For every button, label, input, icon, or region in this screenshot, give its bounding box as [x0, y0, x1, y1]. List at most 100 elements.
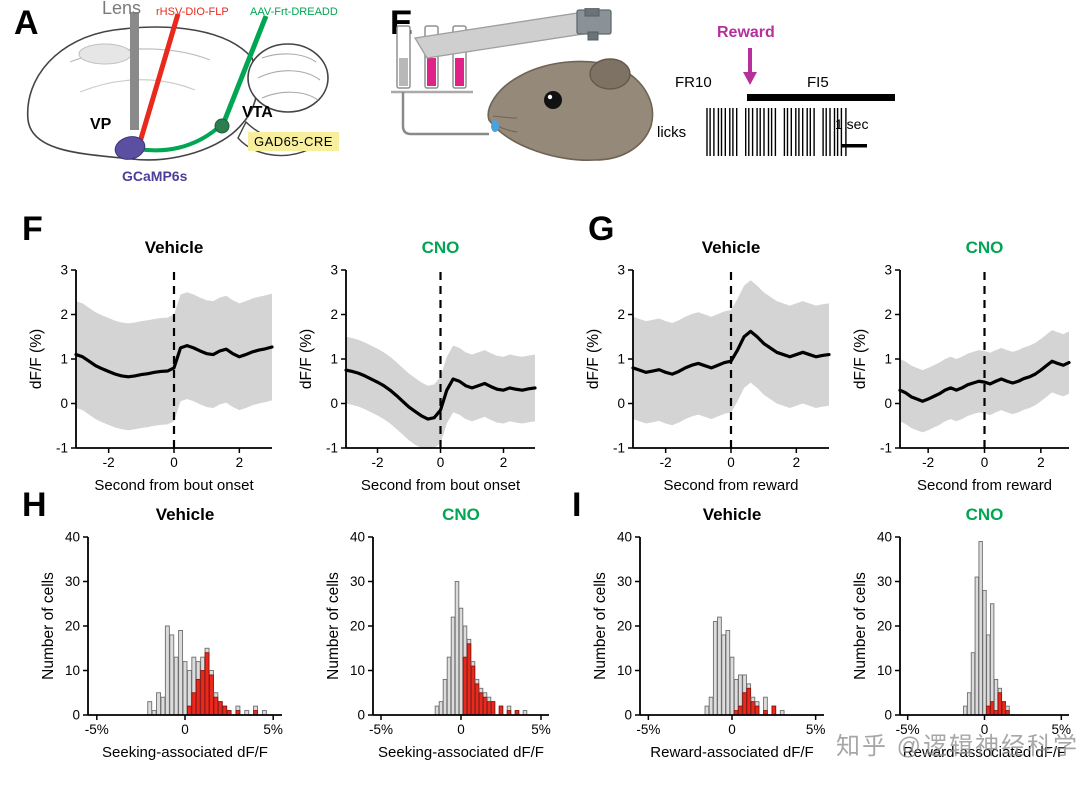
chart-cell-I-vehicle: Vehicle -5% 0 5% 0 10 20 30 40 Number of cells R…: [592, 505, 832, 761]
svg-text:1: 1: [330, 352, 338, 367]
fi5-epoch-bar: [747, 94, 895, 101]
chart-cell-H-vehicle: Vehicle -5% 0 5% 0 10 20 30 40 Number of cells S…: [40, 505, 290, 761]
hist-chart-H-vehicle: -5% 0 5% 0 10 20 30 40 Number of cells: [40, 530, 283, 738]
svg-text:Number of cells: Number of cells: [40, 572, 57, 680]
mouse-eye: [544, 91, 562, 109]
svg-text:-5%: -5%: [636, 722, 660, 737]
svg-text:0: 0: [981, 722, 989, 737]
fr10-label: FR10: [675, 74, 712, 91]
panel-A-schematic: Lens rHSV-DIO-FLP AAV-Frt-DREADD VP VTA …: [10, 0, 360, 202]
svg-text:-2: -2: [103, 455, 115, 470]
svg-text:40: 40: [65, 530, 80, 545]
scale-label: 1 sec: [835, 116, 869, 132]
svg-text:3: 3: [60, 263, 68, 278]
vta-site: [214, 118, 230, 134]
svg-text:2: 2: [330, 307, 338, 322]
lens-label: Lens: [102, 0, 142, 18]
chart-cell-G-cno: CNO -2 0 2 -1 0 1 2 3 dF/F (%) Second from rewar…: [852, 238, 1077, 494]
svg-text:dF/F (%): dF/F (%): [28, 329, 45, 389]
chart-cell-F-vehicle: Vehicle -2 0 2 -1 0 1 2 3 dF/F (%) Second from b…: [28, 238, 280, 494]
svg-text:-5%: -5%: [896, 722, 920, 737]
vta-label: VTA: [242, 104, 273, 121]
svg-text:40: 40: [877, 530, 892, 545]
green-virus-track: [221, 15, 269, 123]
vp-label: VP: [90, 116, 112, 133]
svg-text:30: 30: [65, 574, 80, 589]
chart-xlabel: Second from reward: [916, 477, 1053, 494]
svg-text:-2: -2: [371, 455, 383, 470]
svg-text:-5%: -5%: [369, 722, 393, 737]
grin-lens: [130, 12, 139, 130]
svg-text:0: 0: [457, 722, 465, 737]
chart-cell-H-cno: CNO -5% 0 5% 0 10 20 30 40 Number of cells Seeki…: [325, 505, 557, 761]
brain-diagram: [26, 12, 329, 161]
svg-text:0: 0: [72, 708, 80, 723]
svg-text:0: 0: [624, 708, 632, 723]
svg-text:0: 0: [357, 708, 365, 723]
svg-text:40: 40: [617, 530, 632, 545]
svg-text:30: 30: [617, 574, 632, 589]
water-drop: [491, 120, 499, 132]
vta-to-vp-projection: [137, 124, 222, 153]
ventricle-shape: [78, 43, 132, 65]
panel-E-mouse: [385, 6, 665, 173]
chart-title: CNO: [421, 238, 460, 257]
svg-text:3: 3: [884, 263, 892, 278]
svg-text:1: 1: [617, 352, 625, 367]
svg-text:10: 10: [65, 663, 80, 678]
svg-text:2: 2: [500, 455, 508, 470]
chart-xlabel: Second from bout onset: [360, 477, 521, 494]
svg-text:3: 3: [617, 263, 625, 278]
chart-xlabel: Second from reward: [663, 477, 799, 494]
chart-title: CNO: [965, 505, 1004, 524]
miniscope-lens-mount: [587, 31, 599, 41]
panel-letter-G: G: [588, 210, 616, 248]
chart-cell-I-cno: CNO -5% 0 5% 0 10 20 30 40 Number of cells Rewar…: [852, 505, 1077, 761]
svg-text:Number of cells: Number of cells: [325, 572, 342, 680]
svg-text:0: 0: [330, 396, 338, 411]
chart-xlabel: Seeking-associated dF/F: [378, 744, 544, 761]
svg-text:0: 0: [60, 396, 68, 411]
svg-text:0: 0: [728, 722, 736, 737]
reward-label: Reward: [717, 24, 775, 41]
tube-3-liquid: [455, 58, 464, 86]
chart-xlabel: Reward-associated dF/F: [650, 744, 814, 761]
svg-text:-5%: -5%: [85, 722, 109, 737]
line-chart-F-cno: -2 0 2 -1 0 1 2 3 dF/F (%): [298, 263, 537, 470]
chart-cell-G-vehicle: Vehicle -2 0 2 -1 0 1 2 3 dF/F (%) Second from r…: [585, 238, 837, 494]
cerebellum-folds: [257, 53, 321, 101]
chart-title: Vehicle: [155, 505, 215, 524]
svg-text:0: 0: [884, 708, 892, 723]
svg-text:2: 2: [1037, 455, 1045, 470]
svg-text:Number of cells: Number of cells: [852, 572, 869, 680]
chart-cell-F-cno: CNO -2 0 2 -1 0 1 2 3 dF/F (%) Second from bout …: [298, 238, 543, 494]
reward-arrow-head: [743, 72, 757, 85]
licks-label: licks: [657, 124, 687, 141]
tube-2-liquid: [427, 58, 436, 86]
watermark: 知乎 @逻辑神经科学: [836, 733, 1080, 760]
delivery-tube: [401, 92, 489, 136]
panel-letter-H: H: [22, 486, 48, 524]
svg-text:dF/F (%): dF/F (%): [585, 329, 602, 389]
svg-text:40: 40: [350, 530, 365, 545]
svg-text:20: 20: [617, 619, 632, 634]
svg-text:5%: 5%: [806, 722, 826, 737]
red-virus-track: [137, 13, 181, 143]
hist-chart-I-cno: -5% 0 5% 0 10 20 30 40 Number of cells: [852, 530, 1071, 738]
svg-text:0: 0: [437, 455, 445, 470]
time-scale-bar: [841, 144, 867, 148]
panel-letter-I: I: [572, 486, 583, 524]
svg-text:-1: -1: [880, 441, 892, 456]
svg-text:2: 2: [60, 307, 68, 322]
svg-text:-1: -1: [613, 441, 625, 456]
chart-title: Vehicle: [701, 238, 761, 257]
panel-E-task-schematic: Reward FR10 FI5 licks 1 sec: [655, 22, 905, 172]
svg-text:0: 0: [884, 396, 892, 411]
chart-xlabel: Second from bout onset: [94, 477, 254, 494]
svg-text:30: 30: [350, 574, 365, 589]
tube-1-liquid: [399, 58, 408, 86]
line-chart-G-vehicle: -2 0 2 -1 0 1 2 3 dF/F (%): [585, 263, 831, 470]
svg-text:Number of cells: Number of cells: [592, 572, 609, 680]
gcamp6s-label: GCaMP6s: [122, 168, 188, 184]
svg-text:dF/F (%): dF/F (%): [298, 329, 315, 389]
